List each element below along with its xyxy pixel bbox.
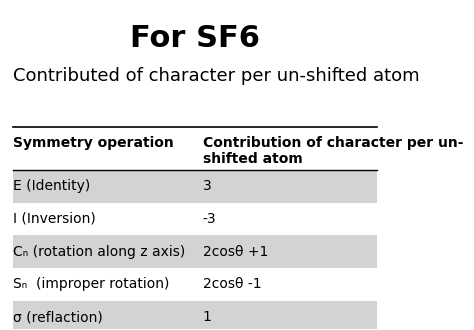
Bar	[13, 203, 377, 235]
Text: 3: 3	[203, 179, 211, 193]
Text: Cₙ (rotation along z axis): Cₙ (rotation along z axis)	[13, 245, 185, 259]
Text: Contribution of character per un-
shifted atom: Contribution of character per un- shifte…	[203, 136, 463, 166]
Text: 2cosθ +1: 2cosθ +1	[203, 245, 268, 259]
Bar	[13, 170, 377, 203]
Text: I (Inversion): I (Inversion)	[13, 212, 96, 226]
Text: E (Identity): E (Identity)	[13, 179, 90, 193]
Text: 1: 1	[203, 310, 211, 324]
Bar	[13, 301, 377, 330]
Text: σ (reflaction): σ (reflaction)	[13, 310, 103, 324]
Text: 2cosθ -1: 2cosθ -1	[203, 278, 261, 291]
Text: Sₙ  (improper rotation): Sₙ (improper rotation)	[13, 278, 169, 291]
Text: Contributed of character per un-shifted atom: Contributed of character per un-shifted …	[13, 67, 419, 85]
Text: -3: -3	[203, 212, 216, 226]
Bar	[13, 268, 377, 301]
Text: For SF6: For SF6	[130, 24, 260, 53]
Text: Symmetry operation: Symmetry operation	[13, 136, 174, 149]
Bar	[13, 235, 377, 268]
